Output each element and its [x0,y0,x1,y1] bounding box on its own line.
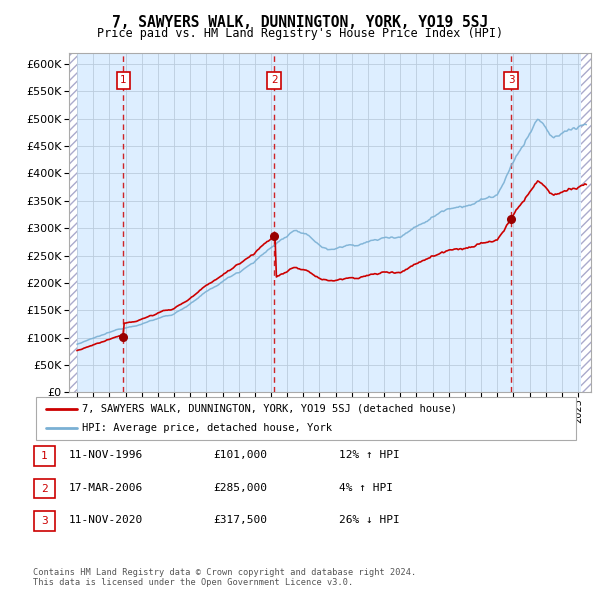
Text: 4% ↑ HPI: 4% ↑ HPI [339,483,393,493]
Text: 11-NOV-1996: 11-NOV-1996 [69,451,143,460]
Text: Contains HM Land Registry data © Crown copyright and database right 2024.
This d: Contains HM Land Registry data © Crown c… [33,568,416,587]
Text: 26% ↓ HPI: 26% ↓ HPI [339,516,400,525]
Text: 1: 1 [41,451,48,461]
Text: 17-MAR-2006: 17-MAR-2006 [69,483,143,493]
Text: 12% ↑ HPI: 12% ↑ HPI [339,451,400,460]
FancyBboxPatch shape [34,446,55,466]
Text: 3: 3 [508,76,515,86]
Text: 2: 2 [271,76,278,86]
FancyBboxPatch shape [34,478,55,499]
Bar [69,53,77,392]
Text: £285,000: £285,000 [213,483,267,493]
FancyBboxPatch shape [34,511,55,531]
Text: HPI: Average price, detached house, York: HPI: Average price, detached house, York [82,423,332,433]
FancyBboxPatch shape [36,397,576,440]
Bar [581,53,591,392]
Text: Price paid vs. HM Land Registry's House Price Index (HPI): Price paid vs. HM Land Registry's House … [97,27,503,40]
Text: 11-NOV-2020: 11-NOV-2020 [69,516,143,525]
Text: 7, SAWYERS WALK, DUNNINGTON, YORK, YO19 5SJ: 7, SAWYERS WALK, DUNNINGTON, YORK, YO19 … [112,15,488,30]
Text: 3: 3 [41,516,48,526]
Text: £317,500: £317,500 [213,516,267,525]
Text: £101,000: £101,000 [213,451,267,460]
Text: 2: 2 [41,484,48,493]
Text: 7, SAWYERS WALK, DUNNINGTON, YORK, YO19 5SJ (detached house): 7, SAWYERS WALK, DUNNINGTON, YORK, YO19 … [82,404,457,414]
Text: 1: 1 [120,76,127,86]
